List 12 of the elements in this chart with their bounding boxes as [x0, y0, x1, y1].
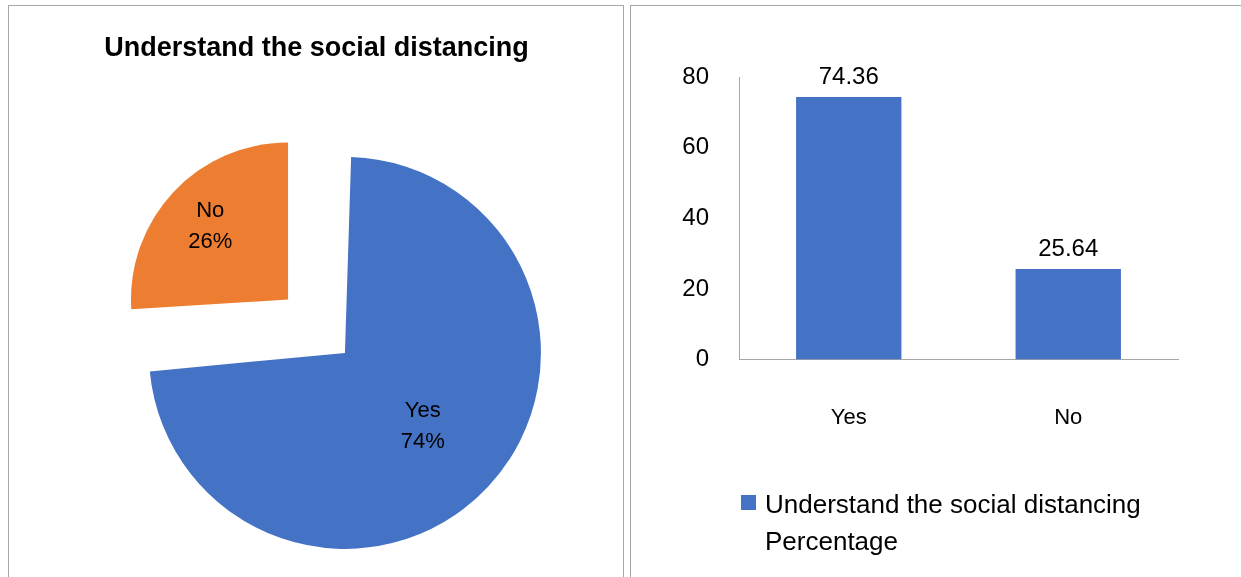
data-label: 26%: [188, 227, 233, 253]
legend-label: Understand the social distancing Percentage: [765, 488, 1142, 558]
y-tick-label: 0: [695, 344, 709, 372]
y-tick-label: 20: [682, 273, 709, 301]
y-tick-label: 40: [682, 202, 709, 230]
data-label: 25.64: [1038, 233, 1099, 261]
y-tick-label: 60: [682, 132, 709, 160]
data-label: 74.36: [818, 61, 879, 89]
y-tick-label: 80: [682, 61, 709, 89]
data-label: 74%: [400, 427, 445, 453]
chart-title: Understand the social distancing: [104, 31, 529, 62]
slice-label: No: [196, 196, 225, 222]
